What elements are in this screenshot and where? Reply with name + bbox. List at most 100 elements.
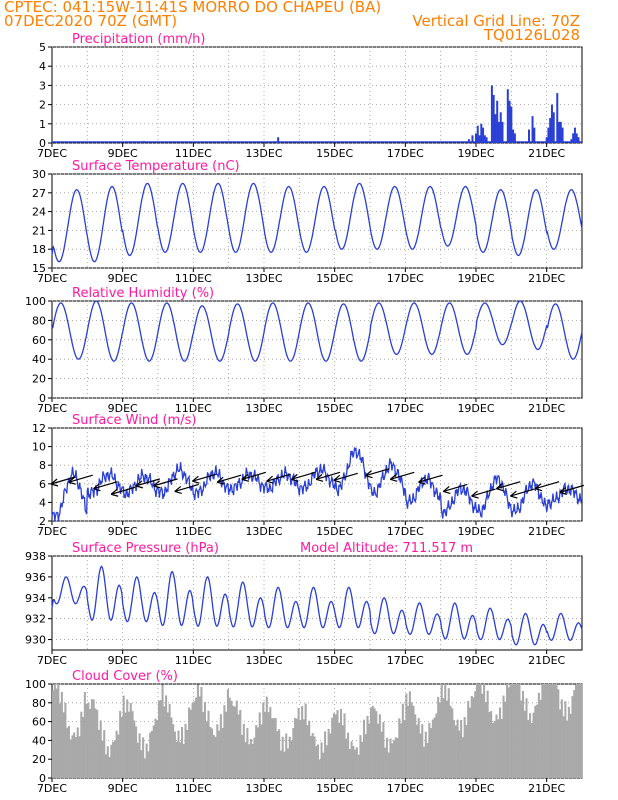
precipitation-xtick-label: 19DEC <box>457 147 494 160</box>
cloud-bar <box>249 739 252 778</box>
cloud-bar <box>82 716 85 778</box>
wind-arrow <box>110 486 136 495</box>
cloud-bar <box>292 727 295 778</box>
wind-arrow-head <box>174 485 182 495</box>
temperature-xtick-label: 13DEC <box>245 272 282 285</box>
cloud-bar <box>133 720 136 778</box>
cloud-bar <box>158 700 161 778</box>
precip-bar <box>476 125 479 143</box>
cloud-bar <box>161 684 164 778</box>
cloud-bar <box>460 719 463 778</box>
cloud-bar <box>149 732 152 778</box>
cloud-bar <box>343 713 346 778</box>
cloud-bar <box>317 744 320 778</box>
cloud-bar <box>242 723 245 778</box>
cloud-bar <box>423 746 426 778</box>
cloud-bar <box>83 691 86 778</box>
cloud-bar <box>62 712 65 778</box>
cloud-cover-ytick-label: 40 <box>32 734 46 747</box>
wind-arrow-head <box>418 476 426 485</box>
wind-arrow-head <box>534 483 543 492</box>
cloud-bar <box>495 714 498 778</box>
cloud-bar <box>246 728 249 778</box>
cloud-bar <box>184 723 187 778</box>
humidity-xtick-label: 15DEC <box>316 402 353 415</box>
wind-arrow <box>365 468 390 477</box>
wind-arrow <box>153 478 178 487</box>
pressure-annotation: Model Altitude: 711.517 m <box>300 541 473 556</box>
cloud-bar <box>454 725 457 778</box>
cloud-bar <box>170 717 173 778</box>
cloud-bar <box>366 715 369 778</box>
cloud-bar <box>571 696 574 778</box>
wind-arrow <box>510 488 535 497</box>
cloud-bar <box>354 749 357 778</box>
cloud-bar <box>401 703 404 778</box>
precip-bar <box>547 127 550 143</box>
cloud-bar <box>105 754 108 778</box>
cloud-bar <box>384 747 387 778</box>
cloud-cover-ytick-label: 80 <box>32 697 46 710</box>
cloud-bar <box>216 724 219 778</box>
precip-bar <box>475 133 477 143</box>
cloud-bar <box>403 720 406 778</box>
wind-arrow <box>496 481 521 490</box>
cloud-bar <box>364 734 367 778</box>
cloud-bar <box>207 710 210 778</box>
humidity-series-line <box>51 300 583 362</box>
temperature-xtick-label: 7DEC <box>37 272 67 285</box>
cloud-bar <box>491 722 494 778</box>
wind-arrow-head <box>442 485 451 495</box>
cloud-bar <box>532 712 535 778</box>
temperature-ytick-label: 21 <box>32 224 46 237</box>
cloud-bar <box>534 705 537 778</box>
cloud-bar <box>444 684 447 778</box>
wind-arrow-head <box>241 473 250 482</box>
cloud-bar <box>85 703 88 778</box>
humidity-ytick-label: 60 <box>32 334 46 347</box>
cloud-bar <box>377 723 380 778</box>
cloud-bar <box>308 720 311 778</box>
cloud-bar <box>318 759 321 778</box>
cloud-bar <box>89 709 92 778</box>
cloud-bar <box>156 720 159 778</box>
pressure-ytick-label: 930 <box>25 634 46 647</box>
cloud-bar <box>511 684 514 778</box>
wind-arrow-head <box>68 476 76 485</box>
cloud-bar <box>226 689 229 778</box>
cloud-bar <box>509 684 512 778</box>
cloud-bar <box>99 720 102 778</box>
cloud-bar <box>271 718 274 778</box>
cloud-bar <box>507 687 510 778</box>
cloud-bar <box>396 738 399 778</box>
cloud-bar <box>350 741 353 778</box>
cloud-bar <box>299 720 302 778</box>
cloud-bar <box>87 702 90 778</box>
cloud-bar <box>143 758 146 778</box>
cloud-bar <box>195 697 198 778</box>
cloud-bar <box>424 731 427 778</box>
cloud-bar <box>244 742 247 778</box>
precip-bar <box>549 118 552 143</box>
precip-bar <box>556 93 559 143</box>
cloud-bar <box>256 727 259 778</box>
cloud-bar <box>309 735 312 778</box>
precip-bar <box>506 89 509 143</box>
humidity-xtick-label: 19DEC <box>457 402 494 415</box>
cloud-cover-xtick-label: 7DEC <box>37 782 67 795</box>
cloud-bar <box>233 706 237 778</box>
temperature-ytick-label: 24 <box>32 206 46 219</box>
cloud-bar <box>348 748 351 778</box>
cloud-bar <box>435 713 438 778</box>
cloud-bar <box>573 690 576 778</box>
cloud-bar <box>336 710 339 778</box>
cloud-bar <box>320 742 323 778</box>
cloud-bar <box>288 736 291 778</box>
cloud-bar <box>357 754 360 778</box>
cloud-bar <box>368 723 371 778</box>
cloud-bar <box>370 707 373 778</box>
cloud-bar <box>516 684 519 778</box>
wind-arrow-head <box>153 480 161 489</box>
cloud-bar <box>232 705 235 778</box>
